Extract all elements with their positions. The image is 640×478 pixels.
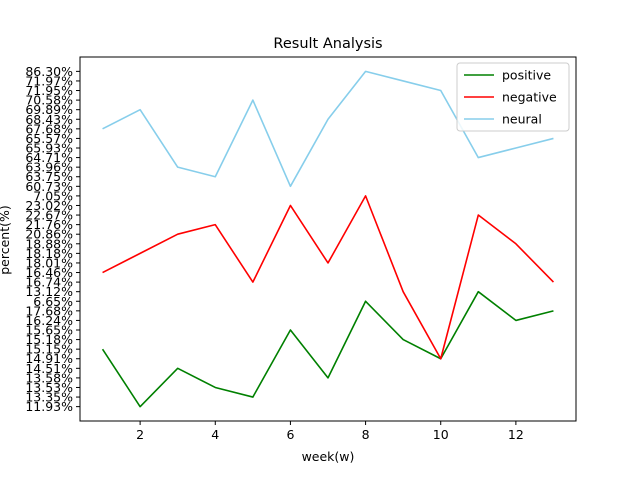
- y-tick-label: 14.91%: [25, 351, 73, 366]
- x-tick-label: 8: [362, 427, 370, 442]
- legend: positive negative neural: [456, 62, 570, 132]
- y-tick-label: 15.65%: [25, 323, 73, 338]
- y-tick-label: 18.88%: [25, 236, 73, 251]
- y-tick-label: 64.71%: [25, 150, 73, 165]
- y-tick-label: 67.68%: [25, 121, 73, 136]
- x-tick-label: 12: [508, 427, 524, 442]
- y-axis-label: percent(%): [0, 205, 12, 275]
- y-tick-label: 18.18%: [25, 246, 73, 261]
- y-tick-label: 63.96%: [25, 160, 73, 175]
- y-tick-label: 13.58%: [25, 370, 73, 385]
- y-tick-label: 15.18%: [25, 332, 73, 347]
- series-lines: [101, 70, 555, 408]
- y-tick-label: 13.12%: [25, 284, 73, 299]
- y-tick-label: 22.67%: [25, 208, 73, 223]
- y-tick-label: 7.05%: [33, 188, 73, 203]
- y-tick-label: 13.35%: [25, 390, 73, 405]
- y-tick-label: 16.74%: [25, 275, 73, 290]
- y-tick-label: 71.97%: [25, 73, 73, 88]
- x-axis-label: week(w): [302, 449, 355, 464]
- legend-label-negative: negative: [502, 90, 557, 105]
- y-tick-label: 13.53%: [25, 380, 73, 395]
- series-line-neural: [102, 70, 554, 188]
- legend-label-neural: neural: [502, 112, 542, 127]
- y-tick-label: 17.68%: [25, 303, 73, 318]
- y-axis-ticks: 11.93%13.35%13.53%13.58%14.51%14.91%15.1…: [25, 64, 80, 414]
- y-tick-label: 16.46%: [25, 265, 73, 280]
- y-tick-label: 11.93%: [25, 399, 73, 414]
- series-line-negative: [102, 195, 555, 360]
- y-tick-label: 60.73%: [25, 179, 73, 194]
- y-tick-label: 23.02%: [25, 198, 73, 213]
- y-tick-label: 15.15%: [25, 342, 73, 357]
- series-line-positive: [101, 290, 554, 408]
- chart-title: Result Analysis: [273, 36, 382, 52]
- y-tick-label: 68.43%: [25, 112, 73, 127]
- legend-label-positive: positive: [502, 68, 551, 83]
- y-tick-label: 63.75%: [25, 169, 73, 184]
- y-tick-label: 16.24%: [25, 313, 73, 328]
- x-tick-label: 6: [286, 427, 294, 442]
- y-tick-label: 70.58%: [25, 93, 73, 108]
- y-tick-label: 6.65%: [33, 294, 73, 309]
- y-tick-label: 18.01%: [25, 255, 73, 270]
- x-tick-label: 4: [211, 427, 219, 442]
- x-axis-ticks: 2 4 6 8 10 12: [136, 421, 524, 442]
- y-tick-label: 21.76%: [25, 217, 73, 232]
- plot-frame: [79, 56, 577, 422]
- x-tick-label: 2: [136, 427, 144, 442]
- y-tick-label: 86.30%: [25, 64, 73, 79]
- y-tick-label: 65.93%: [25, 141, 73, 156]
- y-tick-label: 20.86%: [25, 227, 73, 242]
- x-tick-label: 10: [433, 427, 449, 442]
- y-tick-label: 65.57%: [25, 131, 73, 146]
- y-tick-label: 69.89%: [25, 102, 73, 117]
- y-tick-label: 14.51%: [25, 361, 73, 376]
- y-tick-label: 71.95%: [25, 83, 73, 98]
- legend-box: [456, 62, 570, 132]
